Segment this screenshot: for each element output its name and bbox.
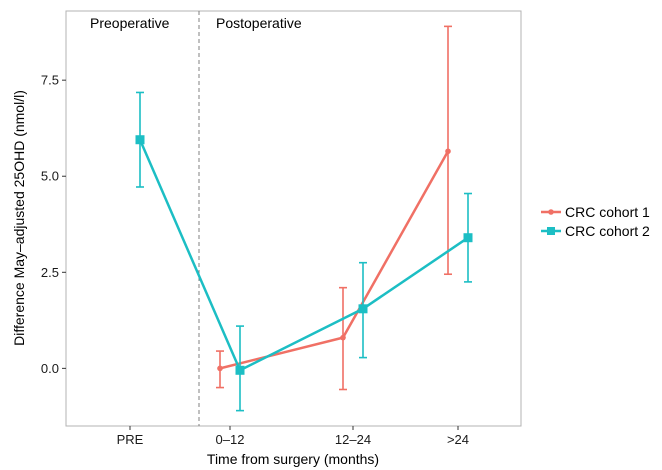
annotation-postoperative: Postoperative [216, 15, 302, 31]
y-tick-label: 0.0 [41, 361, 59, 376]
data-point [358, 304, 368, 314]
x-tick-label: 0–12 [216, 432, 245, 447]
legend-key-marker [548, 209, 554, 215]
data-point [217, 365, 223, 372]
x-tick-label: PRE [117, 432, 144, 447]
series-layer [135, 25, 473, 412]
legend-label: CRC cohort 2 [565, 223, 650, 239]
x-axis-title: Time from surgery (months) [207, 451, 379, 467]
data-point [445, 148, 451, 155]
plot-panel [65, 10, 522, 427]
legend-label: CRC cohort 1 [565, 204, 650, 220]
series-2 [135, 91, 473, 412]
y-tick-label: 5.0 [41, 169, 59, 184]
x-tick-label: >24 [447, 432, 469, 447]
legend: CRC cohort 1 CRC cohort 2 [541, 204, 650, 239]
y-tick-label: 2.5 [41, 265, 59, 280]
series-1 [216, 25, 452, 391]
legend-key-marker [547, 227, 555, 235]
series-line [138, 139, 469, 372]
axes: 0.0 2.5 5.0 7.5 PRE 0–12 12–24 >24 [41, 73, 469, 447]
data-point [135, 135, 145, 145]
y-tick-label: 7.5 [41, 73, 59, 88]
x-tick-label: 12–24 [335, 432, 371, 447]
data-point [340, 334, 346, 341]
data-point [235, 365, 245, 375]
annotation-preoperative: Preoperative [90, 15, 170, 31]
y-axis-title: Difference May–adjusted 25OHD (nmol/l) [11, 90, 27, 346]
data-point [463, 233, 473, 243]
